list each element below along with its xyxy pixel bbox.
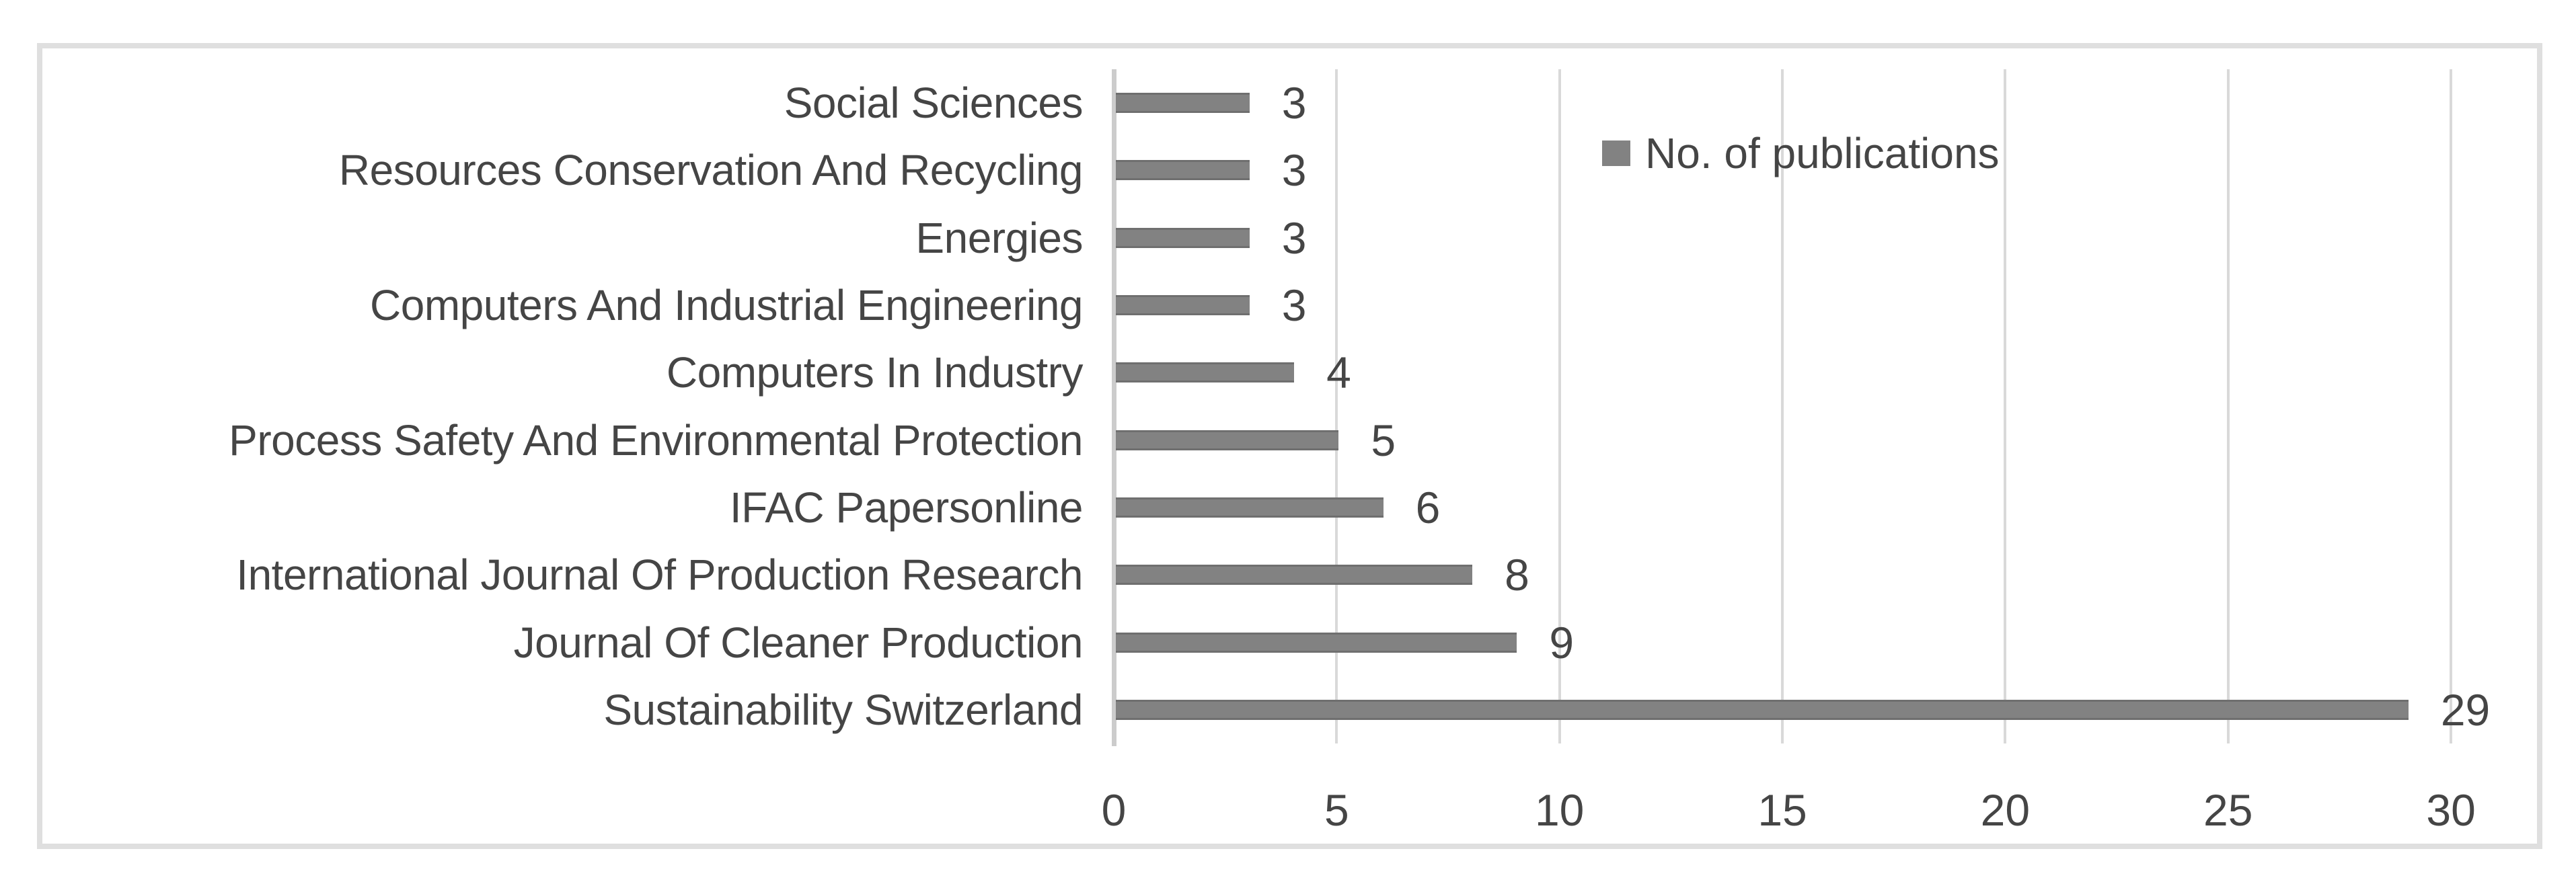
legend-label: No. of publications: [1645, 129, 2000, 177]
legend-marker-icon: [1602, 140, 1630, 166]
legend: No. of publications: [1602, 126, 2000, 180]
chart-frame: [37, 43, 2542, 849]
